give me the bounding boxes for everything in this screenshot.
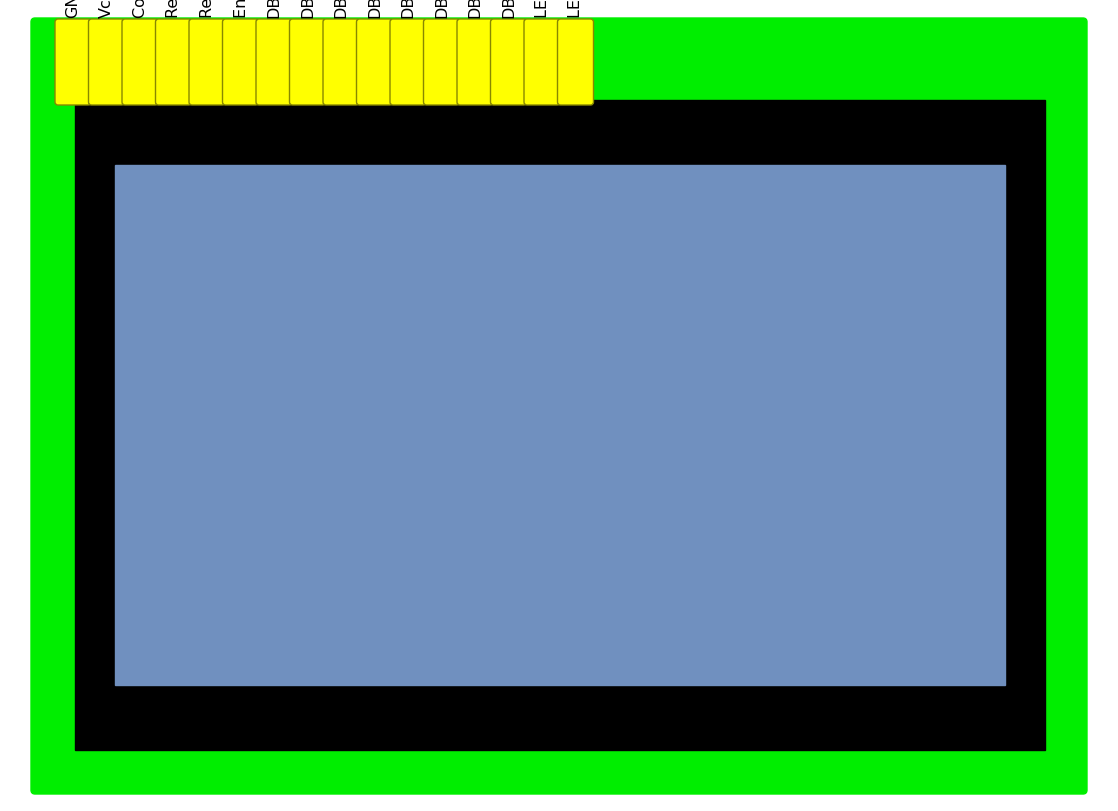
Text: LED - (Pwr for backlight): LED - (Pwr for backlight) bbox=[568, 0, 582, 18]
Text: Register Select (RS): Register Select (RS) bbox=[165, 0, 181, 18]
Text: DB7: DB7 bbox=[501, 0, 517, 18]
Text: Enable (E): Enable (E) bbox=[233, 0, 248, 18]
FancyBboxPatch shape bbox=[357, 19, 392, 105]
FancyBboxPatch shape bbox=[424, 19, 459, 105]
Text: DB4: DB4 bbox=[400, 0, 416, 18]
FancyBboxPatch shape bbox=[256, 19, 292, 105]
Text: LED + (Pwr for backlight): LED + (Pwr for backlight) bbox=[534, 0, 550, 18]
Text: DB0: DB0 bbox=[266, 0, 282, 18]
Text: DB2: DB2 bbox=[333, 0, 349, 18]
FancyBboxPatch shape bbox=[122, 19, 158, 105]
FancyBboxPatch shape bbox=[323, 19, 359, 105]
FancyBboxPatch shape bbox=[55, 19, 91, 105]
Bar bbox=[115, 165, 1005, 685]
FancyBboxPatch shape bbox=[558, 19, 594, 105]
FancyBboxPatch shape bbox=[222, 19, 258, 105]
FancyBboxPatch shape bbox=[457, 19, 493, 105]
FancyBboxPatch shape bbox=[88, 19, 124, 105]
Text: DB3: DB3 bbox=[367, 0, 382, 18]
FancyBboxPatch shape bbox=[491, 19, 527, 105]
FancyBboxPatch shape bbox=[189, 19, 225, 105]
Bar bbox=[75, 100, 1045, 750]
FancyBboxPatch shape bbox=[290, 19, 325, 105]
FancyBboxPatch shape bbox=[390, 19, 426, 105]
Text: Vcc: Vcc bbox=[100, 0, 114, 18]
Text: DB5: DB5 bbox=[434, 0, 449, 18]
FancyBboxPatch shape bbox=[524, 19, 560, 105]
FancyBboxPatch shape bbox=[31, 18, 1087, 794]
Text: Read / Write (RW) Select: Read / Write (RW) Select bbox=[199, 0, 215, 18]
Text: Contrast adjustment: Contrast adjustment bbox=[133, 0, 148, 18]
Text: GND: GND bbox=[66, 0, 80, 18]
Text: DB1: DB1 bbox=[300, 0, 315, 18]
FancyBboxPatch shape bbox=[155, 19, 191, 105]
Text: DB6: DB6 bbox=[467, 0, 483, 18]
